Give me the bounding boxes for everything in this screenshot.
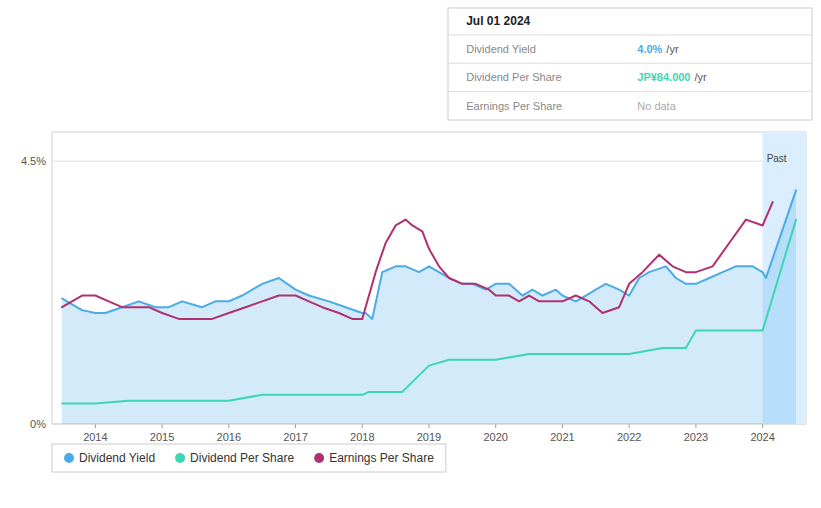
- info-value: JP¥84.000: [637, 71, 690, 83]
- x-tick-label: 2020: [483, 431, 507, 443]
- page: {"chart_data": { "type": "line", "info_b…: [0, 0, 821, 508]
- y-tick-label: 4.5%: [21, 155, 46, 167]
- legend-label: Earnings Per Share: [329, 451, 434, 465]
- x-tick-label: 2016: [217, 431, 241, 443]
- x-tick-label: 2017: [283, 431, 307, 443]
- grid: [52, 161, 806, 424]
- x-tick: [695, 424, 696, 428]
- info-divider: [448, 63, 812, 64]
- plot-frame: [52, 132, 806, 424]
- info-value: 4.0%: [637, 43, 662, 55]
- info-box: Jul 01 2024 Dividend Yield 4.0% /yr Dividend…: [448, 8, 812, 120]
- x-tick-label: 2023: [684, 431, 708, 443]
- info-label: Dividend Per Share: [466, 71, 561, 83]
- x-tick-label: 2018: [350, 431, 374, 443]
- chart: 0% 4.5% 2014 2015 2016 2017 2018 2019 2020 2021 20…: [0, 0, 821, 508]
- x-tick: [228, 424, 229, 428]
- x-tick: [762, 424, 763, 428]
- x-tick-label: 2014: [83, 431, 107, 443]
- info-divider: [448, 34, 812, 35]
- legend-label: Dividend Per Share: [190, 451, 294, 465]
- y-tick-label: 0%: [30, 418, 46, 430]
- annotation: Past: [767, 153, 787, 164]
- x-tick: [162, 424, 163, 428]
- x-tick-label: 2024: [750, 431, 774, 443]
- info-label: Earnings Per Share: [466, 100, 562, 112]
- x-tick-label: 2021: [550, 431, 574, 443]
- line: [62, 190, 796, 318]
- legend-marker: [175, 453, 185, 463]
- legend: Dividend Yield Dividend Per Share Earnings…: [52, 444, 446, 472]
- x-tick-label: 2022: [617, 431, 641, 443]
- x-tick: [562, 424, 563, 428]
- info-unit: /yr: [694, 71, 707, 83]
- plot-marks: [62, 132, 806, 424]
- x-tick: [295, 424, 296, 428]
- x-tick: [95, 424, 96, 428]
- legend-label: Dividend Yield: [79, 451, 155, 465]
- axes: 0% 4.5% 2014 2015 2016 2017 2018 2019 2020 2021 20…: [21, 132, 806, 443]
- info-box-frame: [448, 8, 812, 120]
- grid-line: [52, 161, 806, 162]
- x-tick-label: 2019: [417, 431, 441, 443]
- x-tick: [495, 424, 496, 428]
- legend-marker: [64, 453, 74, 463]
- info-unit: /yr: [666, 43, 679, 55]
- x-tick: [362, 424, 363, 428]
- info-label: Dividend Yield: [466, 43, 536, 55]
- line: [62, 202, 773, 319]
- info-value: No data: [637, 100, 676, 112]
- x-tick-label: 2015: [150, 431, 174, 443]
- x-tick: [629, 424, 630, 428]
- x-tick: [429, 424, 430, 428]
- info-divider: [448, 91, 812, 92]
- info-title: Jul 01 2024: [466, 14, 530, 28]
- legend-frame: [52, 444, 446, 472]
- area: [62, 190, 796, 424]
- legend-marker: [314, 453, 324, 463]
